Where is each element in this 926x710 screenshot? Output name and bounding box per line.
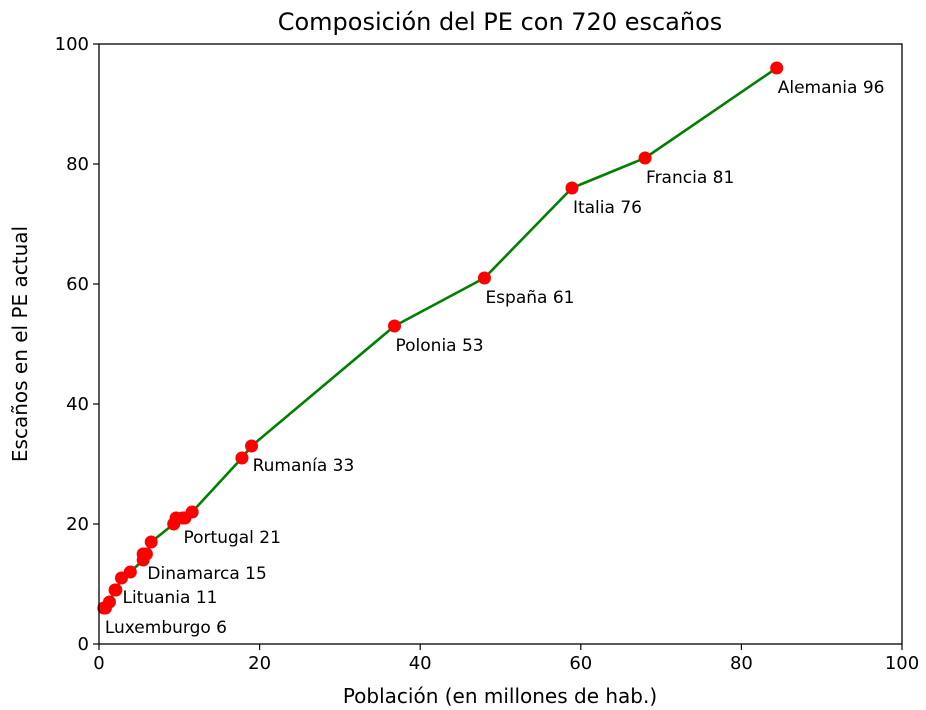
x-tick-label: 100 <box>885 653 919 674</box>
data-point <box>144 535 158 549</box>
y-tick-label: 40 <box>66 394 89 415</box>
y-axis-label: Escaños en el PE actual <box>8 226 32 462</box>
data-label: Italia 76 <box>573 198 642 218</box>
y-tick-label: 0 <box>78 634 89 655</box>
data-point <box>102 595 116 609</box>
data-label: España 61 <box>485 288 574 308</box>
x-tick-label: 80 <box>730 653 753 674</box>
data-point <box>638 151 652 165</box>
y-tick-label: 80 <box>66 154 89 175</box>
y-tick-label: 100 <box>55 34 89 55</box>
data-point <box>770 61 784 75</box>
chart-title: Composición del PE con 720 escaños <box>278 8 723 36</box>
plot-frame <box>98 43 903 645</box>
x-tick-label: 60 <box>569 653 592 674</box>
data-label: Francia 81 <box>646 168 734 188</box>
x-tick-label: 0 <box>93 653 104 674</box>
data-label: Rumanía 33 <box>253 456 355 476</box>
data-label: Alemania 96 <box>778 78 885 98</box>
point-labels: Luxemburgo 6 Lituania 11 Dinamarca 15 Portu… <box>105 78 885 638</box>
data-point <box>565 181 579 195</box>
data-label: Dinamarca 15 <box>147 564 266 584</box>
data-point <box>477 271 491 285</box>
data-point <box>388 319 402 333</box>
data-label: Polonia 53 <box>396 336 484 356</box>
data-point <box>109 583 123 597</box>
y-tick-label: 20 <box>66 514 89 535</box>
data-point <box>245 439 259 453</box>
data-label: Lituania 11 <box>122 588 217 608</box>
x-tick-label: 40 <box>409 653 432 674</box>
y-tick-label: 60 <box>66 274 89 295</box>
x-tick-label: 20 <box>248 653 271 674</box>
axis-ticks: 0 20 40 60 80 100 0 20 40 60 80 100 <box>55 34 920 674</box>
data-point <box>235 451 249 465</box>
data-point <box>123 565 137 579</box>
data-label: Portugal 21 <box>184 528 281 548</box>
series-layer <box>97 61 784 615</box>
data-point <box>139 547 153 561</box>
data-point <box>185 505 199 519</box>
x-axis-label: Población (en millones de hab.) <box>343 684 657 708</box>
data-label: Luxemburgo 6 <box>105 618 227 638</box>
